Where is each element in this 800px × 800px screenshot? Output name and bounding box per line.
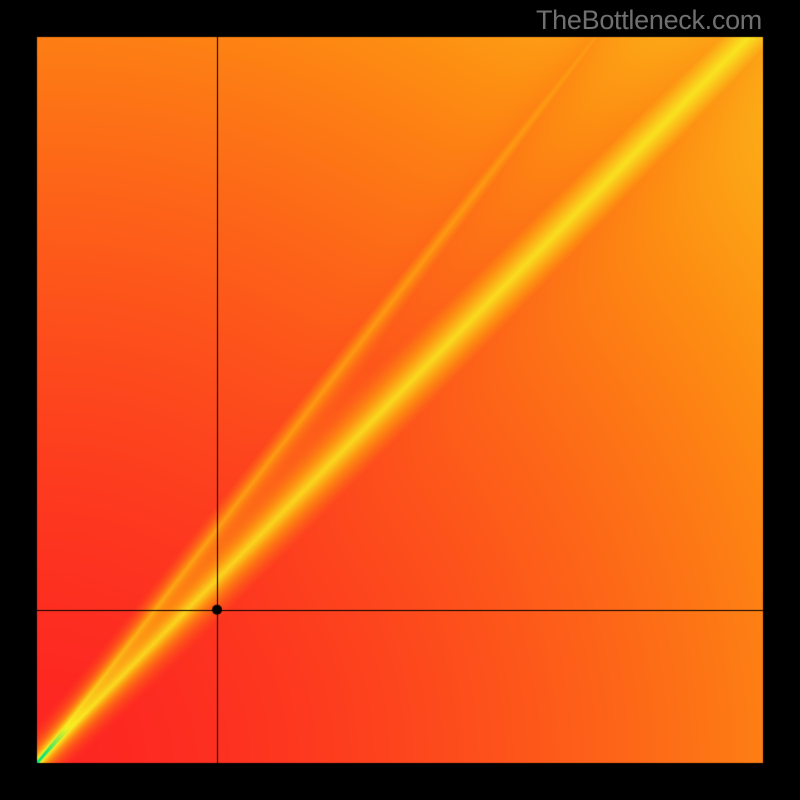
heatmap-canvas bbox=[0, 0, 800, 800]
chart-container: TheBottleneck.com bbox=[0, 0, 800, 800]
watermark-text: TheBottleneck.com bbox=[536, 5, 762, 36]
